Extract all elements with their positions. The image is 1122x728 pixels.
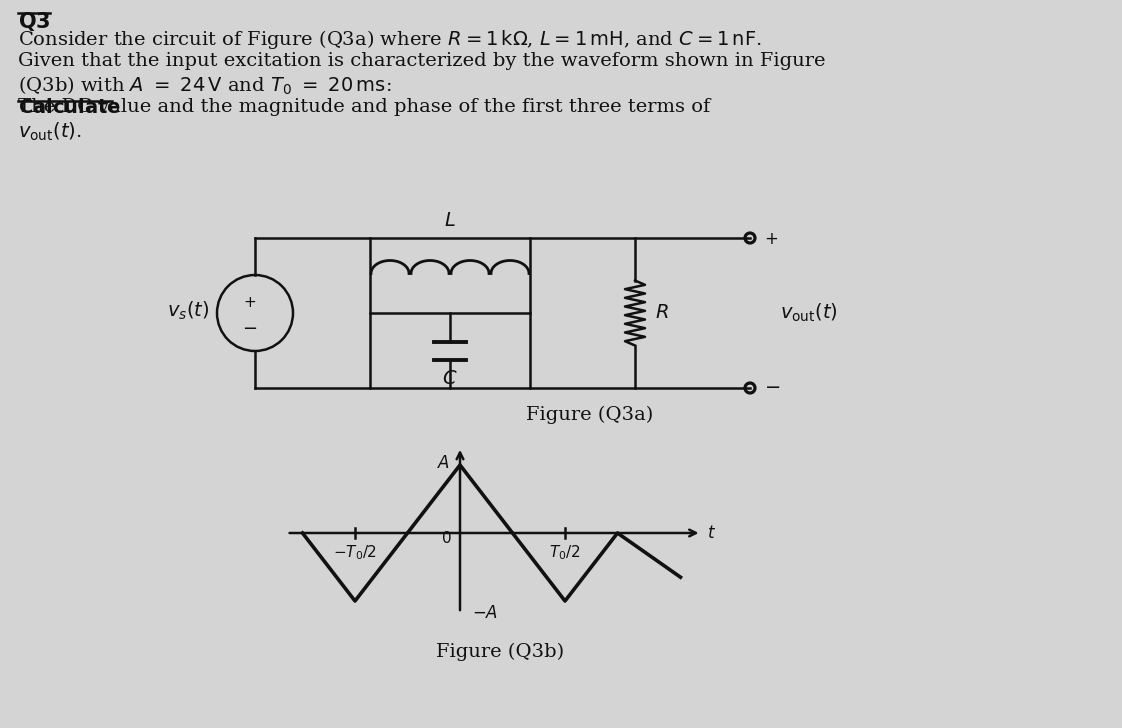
Text: (Q3b) with $A\ =\ 24\,\mathrm{V}$ and $T_0\ =\ 20\,\mathrm{ms}$:: (Q3b) with $A\ =\ 24\,\mathrm{V}$ and $T… [18,75,392,98]
Text: Figure (Q3a): Figure (Q3a) [526,406,654,424]
Text: $\mathbf{Calculate}$: $\mathbf{Calculate}$ [18,98,121,117]
Text: $v_s(t)$: $v_s(t)$ [166,300,209,323]
Text: $-T_0/2$: $-T_0/2$ [333,543,377,562]
Text: $0$: $0$ [441,530,452,546]
Text: Given that the input excitation is characterized by the waveform shown in Figure: Given that the input excitation is chara… [18,52,826,70]
Text: The DC value and the magnitude and phase of the first three terms of: The DC value and the magnitude and phase… [18,98,710,116]
Text: $C$: $C$ [442,370,458,387]
Text: $-$: $-$ [764,377,780,395]
Text: $T_0/2$: $T_0/2$ [550,543,581,562]
Text: $\mathbf{Q3}$: $\mathbf{Q3}$ [18,10,50,33]
Text: $-A$: $-A$ [472,605,498,622]
Text: $+$: $+$ [243,296,257,310]
Text: Consider the circuit of Figure (Q3a) where $R = 1\,\mathrm{k\Omega}$, $L = 1\,\m: Consider the circuit of Figure (Q3a) whe… [18,28,762,51]
Text: $+$: $+$ [764,232,779,248]
Text: Figure (Q3b): Figure (Q3b) [436,643,564,661]
Text: $v_{\mathrm{out}}(t)$.: $v_{\mathrm{out}}(t)$. [18,121,82,143]
Text: $t$: $t$ [708,524,717,542]
Text: $v_{\mathrm{out}}(t)$: $v_{\mathrm{out}}(t)$ [780,302,838,324]
Text: $L$: $L$ [444,212,456,230]
Text: $A$: $A$ [436,456,450,472]
Text: $R$: $R$ [655,304,669,322]
Text: $-$: $-$ [242,318,258,336]
